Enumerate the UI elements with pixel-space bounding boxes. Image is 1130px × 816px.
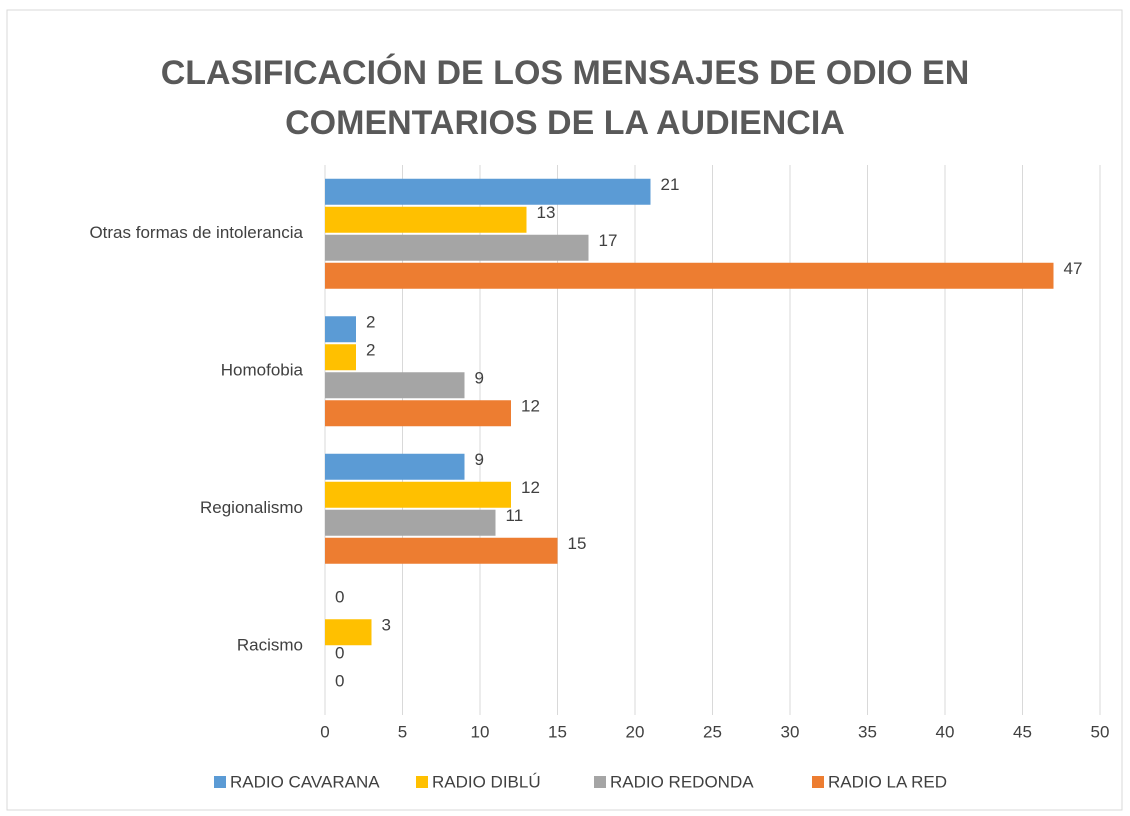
- data-label: 21: [661, 175, 680, 194]
- x-tick-label: 5: [398, 722, 407, 741]
- x-tick-label: 25: [703, 722, 722, 741]
- y-tick-label: Racismo: [237, 636, 303, 655]
- y-tick-label: Regionalismo: [200, 498, 303, 517]
- bar: [325, 178, 651, 205]
- x-tick-label: 50: [1091, 722, 1110, 741]
- legend-swatch: [812, 776, 824, 788]
- data-label: 17: [599, 231, 618, 250]
- x-tick-label: 20: [626, 722, 645, 741]
- legend-swatch: [594, 776, 606, 788]
- y-tick-label: Otras formas de intolerancia: [89, 223, 303, 242]
- x-tick-label: 40: [936, 722, 955, 741]
- x-tick-label: 15: [548, 722, 567, 741]
- bar: [325, 619, 372, 646]
- legend-label: RADIO REDONDA: [610, 772, 754, 791]
- legend-label: RADIO CAVARANA: [230, 772, 380, 791]
- x-tick-label: 35: [858, 722, 877, 741]
- bar: [325, 344, 356, 371]
- bar: [325, 206, 527, 233]
- y-tick-label: Homofobia: [221, 361, 304, 380]
- data-label: 13: [537, 203, 556, 222]
- legend-label: RADIO LA RED: [828, 772, 947, 791]
- legend-swatch: [214, 776, 226, 788]
- data-label: 2: [366, 341, 375, 360]
- legend-swatch: [416, 776, 428, 788]
- chart-title: COMENTARIOS DE LA AUDIENCIA: [285, 104, 845, 142]
- data-label: 0: [335, 588, 344, 607]
- bar: [325, 509, 496, 536]
- legend-label: RADIO DIBLÚ: [432, 772, 541, 791]
- bar: [325, 481, 511, 508]
- data-label: 0: [335, 672, 344, 691]
- data-label: 9: [475, 369, 484, 388]
- chart-title: CLASIFICACIÓN DE LOS MENSAJES DE ODIO EN: [161, 54, 970, 92]
- data-label: 9: [475, 450, 484, 469]
- chart-frame: [6, 9, 1123, 811]
- data-label: 3: [382, 616, 391, 635]
- data-label: 47: [1064, 259, 1083, 278]
- x-tick-label: 45: [1013, 722, 1032, 741]
- x-tick-label: 10: [471, 722, 490, 741]
- bar: [325, 372, 465, 399]
- bar: [325, 537, 558, 564]
- data-label: 12: [521, 397, 540, 416]
- data-label: 11: [506, 506, 524, 525]
- x-tick-label: 30: [781, 722, 800, 741]
- data-label: 2: [366, 313, 375, 332]
- bar: [325, 400, 511, 427]
- data-label: 15: [568, 534, 587, 553]
- x-tick-label: 0: [320, 722, 329, 741]
- bar: [325, 234, 589, 261]
- data-label: 12: [521, 478, 540, 497]
- bar: [325, 316, 356, 343]
- data-label: 0: [335, 644, 344, 663]
- bar: [325, 453, 465, 480]
- bar: [325, 262, 1054, 289]
